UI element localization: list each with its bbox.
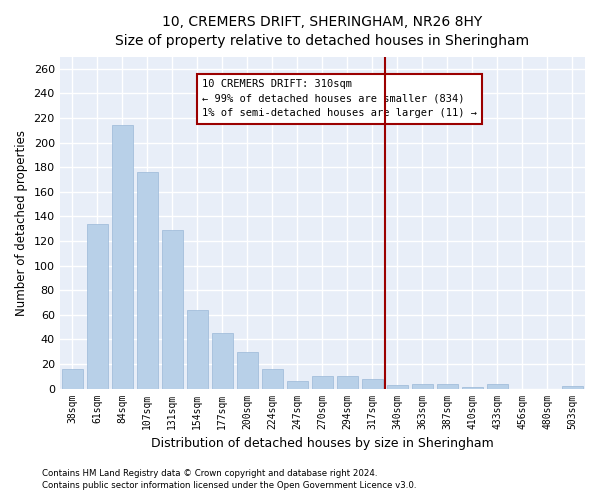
Bar	[387, 385, 408, 388]
Bar	[86, 224, 108, 388]
Bar	[412, 384, 433, 388]
Bar	[562, 386, 583, 388]
Bar	[287, 381, 308, 388]
Bar	[337, 376, 358, 388]
Bar	[187, 310, 208, 388]
Bar	[62, 369, 83, 388]
Bar	[362, 378, 383, 388]
Bar	[312, 376, 333, 388]
Bar	[262, 369, 283, 388]
Bar	[137, 172, 158, 388]
Text: Contains HM Land Registry data © Crown copyright and database right 2024.
Contai: Contains HM Land Registry data © Crown c…	[42, 469, 416, 490]
Bar	[112, 126, 133, 388]
X-axis label: Distribution of detached houses by size in Sheringham: Distribution of detached houses by size …	[151, 437, 494, 450]
Bar	[437, 384, 458, 388]
Bar	[487, 384, 508, 388]
Text: 10 CREMERS DRIFT: 310sqm
← 99% of detached houses are smaller (834)
1% of semi-d: 10 CREMERS DRIFT: 310sqm ← 99% of detach…	[202, 78, 477, 118]
Bar	[161, 230, 183, 388]
Y-axis label: Number of detached properties: Number of detached properties	[15, 130, 28, 316]
Bar	[212, 333, 233, 388]
Bar	[236, 352, 258, 389]
Title: 10, CREMERS DRIFT, SHERINGHAM, NR26 8HY
Size of property relative to detached ho: 10, CREMERS DRIFT, SHERINGHAM, NR26 8HY …	[115, 15, 529, 48]
